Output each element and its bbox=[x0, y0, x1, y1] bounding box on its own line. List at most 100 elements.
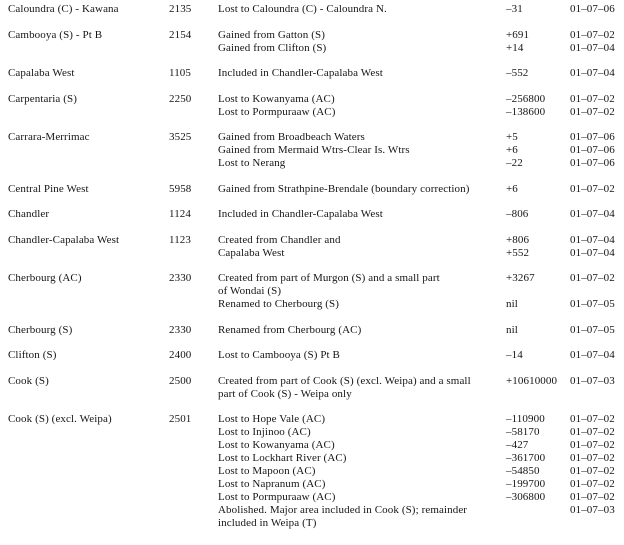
area-code-cell: 2400 bbox=[169, 349, 192, 361]
change-value-cell: –14 bbox=[506, 349, 523, 361]
area-name-cell bbox=[8, 452, 168, 465]
area-code-cell bbox=[168, 106, 218, 119]
area-name-cell: Central Pine West bbox=[8, 182, 89, 195]
area-name-cell bbox=[8, 504, 168, 517]
change-date-cell: 01–07–06 bbox=[570, 3, 615, 15]
change-date-cell: 01–07–02 bbox=[570, 465, 615, 477]
change-value-cell: +10610000 bbox=[506, 374, 558, 387]
area-name-cell bbox=[8, 388, 168, 401]
change-desc-cell: Gained from Clifton (S) bbox=[218, 41, 327, 54]
area-code-cell bbox=[168, 478, 218, 491]
area-code-cell bbox=[168, 285, 218, 298]
table-row: Lost to Mapoon (AC) –54850 01–07–02 bbox=[8, 465, 624, 478]
change-value-cell: –138600 bbox=[506, 105, 546, 118]
table-row: Cambooya (S) - Pt B 2154 Gained from Gatto… bbox=[8, 29, 624, 42]
change-date-cell: 01–07–04 bbox=[570, 246, 615, 259]
area-name-cell bbox=[8, 426, 168, 439]
change-desc-cell: Capalaba West bbox=[218, 246, 285, 259]
change-date-cell: 01–07–03 bbox=[570, 504, 615, 516]
table-row: Lost to Lockhart River (AC) –361700 01–07–… bbox=[8, 452, 624, 465]
area-code-cell: 1105 bbox=[169, 67, 191, 79]
area-name-cell: Cook (S) bbox=[8, 374, 49, 387]
change-desc-cell: Renamed from Cherbourg (AC) bbox=[218, 323, 362, 336]
change-value-cell: +14 bbox=[506, 41, 524, 54]
change-desc-cell: Abolished. Major area included in Cook (… bbox=[218, 504, 468, 516]
change-desc-cell: Lost to Hope Vale (AC) bbox=[218, 413, 326, 425]
table-row: Clifton (S) 2400 Lost to Cambooya (S) Pt B… bbox=[8, 349, 624, 362]
change-date-cell bbox=[570, 285, 624, 298]
area-code-cell: 5958 bbox=[169, 182, 192, 195]
area-code-cell: 3525 bbox=[169, 131, 192, 143]
change-desc-cell: Lost to Lockhart River (AC) bbox=[218, 452, 347, 464]
area-name-cell: Chandler bbox=[8, 208, 50, 220]
area-code-cell bbox=[168, 426, 218, 439]
table-row: Renamed to Cherbourg (S) nil 01–07–05 bbox=[8, 298, 624, 311]
table-row: Lost to Kowanyama (AC) –427 01–07–02 bbox=[8, 439, 624, 452]
change-date-cell: 01–07–04 bbox=[570, 41, 615, 54]
change-desc-cell: Lost to Kowanyama (AC) bbox=[218, 92, 335, 105]
table-row: Cherbourg (S) 2330 Renamed from Cherbourg … bbox=[8, 324, 624, 337]
area-code-cell: 2330 bbox=[169, 272, 192, 284]
change-value-cell: –58170 bbox=[506, 426, 540, 438]
area-code-cell bbox=[168, 465, 218, 478]
area-name-cell: Chandler-Capalaba West bbox=[8, 233, 120, 246]
change-value-cell: +3267 bbox=[506, 272, 535, 284]
area-code-cell bbox=[168, 157, 218, 170]
change-desc-cell: Lost to Cambooya (S) Pt B bbox=[218, 349, 340, 361]
area-code-cell bbox=[168, 452, 218, 465]
table-row: Lost to Napranum (AC) –199700 01–07–02 bbox=[8, 478, 624, 491]
change-value-cell: –427 bbox=[506, 439, 529, 451]
change-date-cell: 01–07–04 bbox=[570, 349, 615, 361]
change-desc-cell: Lost to Caloundra (C) - Caloundra N. bbox=[218, 3, 387, 15]
change-date-cell: 01–07–02 bbox=[570, 439, 615, 451]
area-name-cell bbox=[8, 144, 168, 157]
change-desc-cell: part of Cook (S) - Weipa only bbox=[218, 387, 352, 400]
change-desc-cell: included in Weipa (T) bbox=[218, 517, 317, 529]
change-date-cell: 01–07–02 bbox=[570, 452, 615, 464]
area-name-cell: Carrara-Merrimac bbox=[8, 131, 90, 143]
area-name-cell bbox=[8, 106, 168, 119]
table-row: part of Cook (S) - Weipa only bbox=[8, 388, 624, 401]
change-date-cell: 01–07–02 bbox=[570, 272, 615, 284]
area-name-cell bbox=[8, 247, 168, 260]
table-row: Central Pine West 5958 Gained from Strathp… bbox=[8, 183, 624, 196]
area-name-cell bbox=[8, 298, 168, 311]
area-name-cell: Capalaba West bbox=[8, 67, 75, 79]
change-value-cell: +6 bbox=[506, 182, 518, 195]
area-code-cell bbox=[168, 388, 218, 401]
change-desc-cell: Created from part of Cook (S) (excl. Wei… bbox=[218, 374, 471, 387]
table-row: Gained from Clifton (S) +14 01–07–04 bbox=[8, 42, 624, 55]
area-code-cell bbox=[168, 42, 218, 55]
change-value-cell: –110900 bbox=[506, 413, 545, 425]
change-date-cell: 01–07–05 bbox=[570, 323, 615, 336]
change-value-cell: –31 bbox=[506, 3, 523, 15]
table-row: Capalaba West 1105 Included in Chandler-Ca… bbox=[8, 67, 624, 80]
table-row: Lost to Nerang –22 01–07–06 bbox=[8, 157, 624, 170]
table-row: Carrara-Merrimac 3525 Gained from Broadbea… bbox=[8, 131, 624, 144]
change-date-cell: 01–07–02 bbox=[570, 478, 615, 490]
change-date-cell: 01–07–04 bbox=[570, 233, 615, 246]
change-desc-cell: Lost to Pormpuraaw (AC) bbox=[218, 491, 336, 503]
area-code-cell: 2250 bbox=[169, 92, 192, 105]
change-desc-cell: Lost to Pormpuraaw (AC) bbox=[218, 105, 336, 118]
table-row: Lost to Injinoo (AC) –58170 01–07–02 bbox=[8, 426, 624, 439]
area-name-cell: Carpentaria (S) bbox=[8, 92, 77, 105]
area-code-cell bbox=[168, 517, 218, 530]
area-code-cell: 1123 bbox=[169, 233, 191, 246]
change-value-cell: nil bbox=[506, 298, 518, 310]
change-desc-cell: Included in Chandler-Capalaba West bbox=[218, 208, 383, 220]
change-desc-cell: Lost to Mapoon (AC) bbox=[218, 465, 316, 477]
area-code-cell bbox=[168, 144, 218, 157]
change-value-cell: –22 bbox=[506, 157, 523, 169]
table-row: Chandler 1124 Included in Chandler-Capalab… bbox=[8, 208, 624, 221]
change-value-cell: –306800 bbox=[506, 491, 546, 503]
change-value-cell bbox=[506, 517, 570, 530]
change-date-cell: 01–07–02 bbox=[570, 491, 615, 503]
change-date-cell: 01–07–02 bbox=[570, 182, 615, 195]
area-name-cell: Clifton (S) bbox=[8, 349, 57, 361]
change-date-cell: 01–07–02 bbox=[570, 28, 615, 41]
table-row: Caloundra (C) - Kawana 2135 Lost to Caloun… bbox=[8, 3, 624, 16]
change-value-cell: –552 bbox=[506, 67, 529, 79]
area-code-cell: 1124 bbox=[169, 208, 191, 220]
change-date-cell: 01–07–02 bbox=[570, 105, 615, 118]
